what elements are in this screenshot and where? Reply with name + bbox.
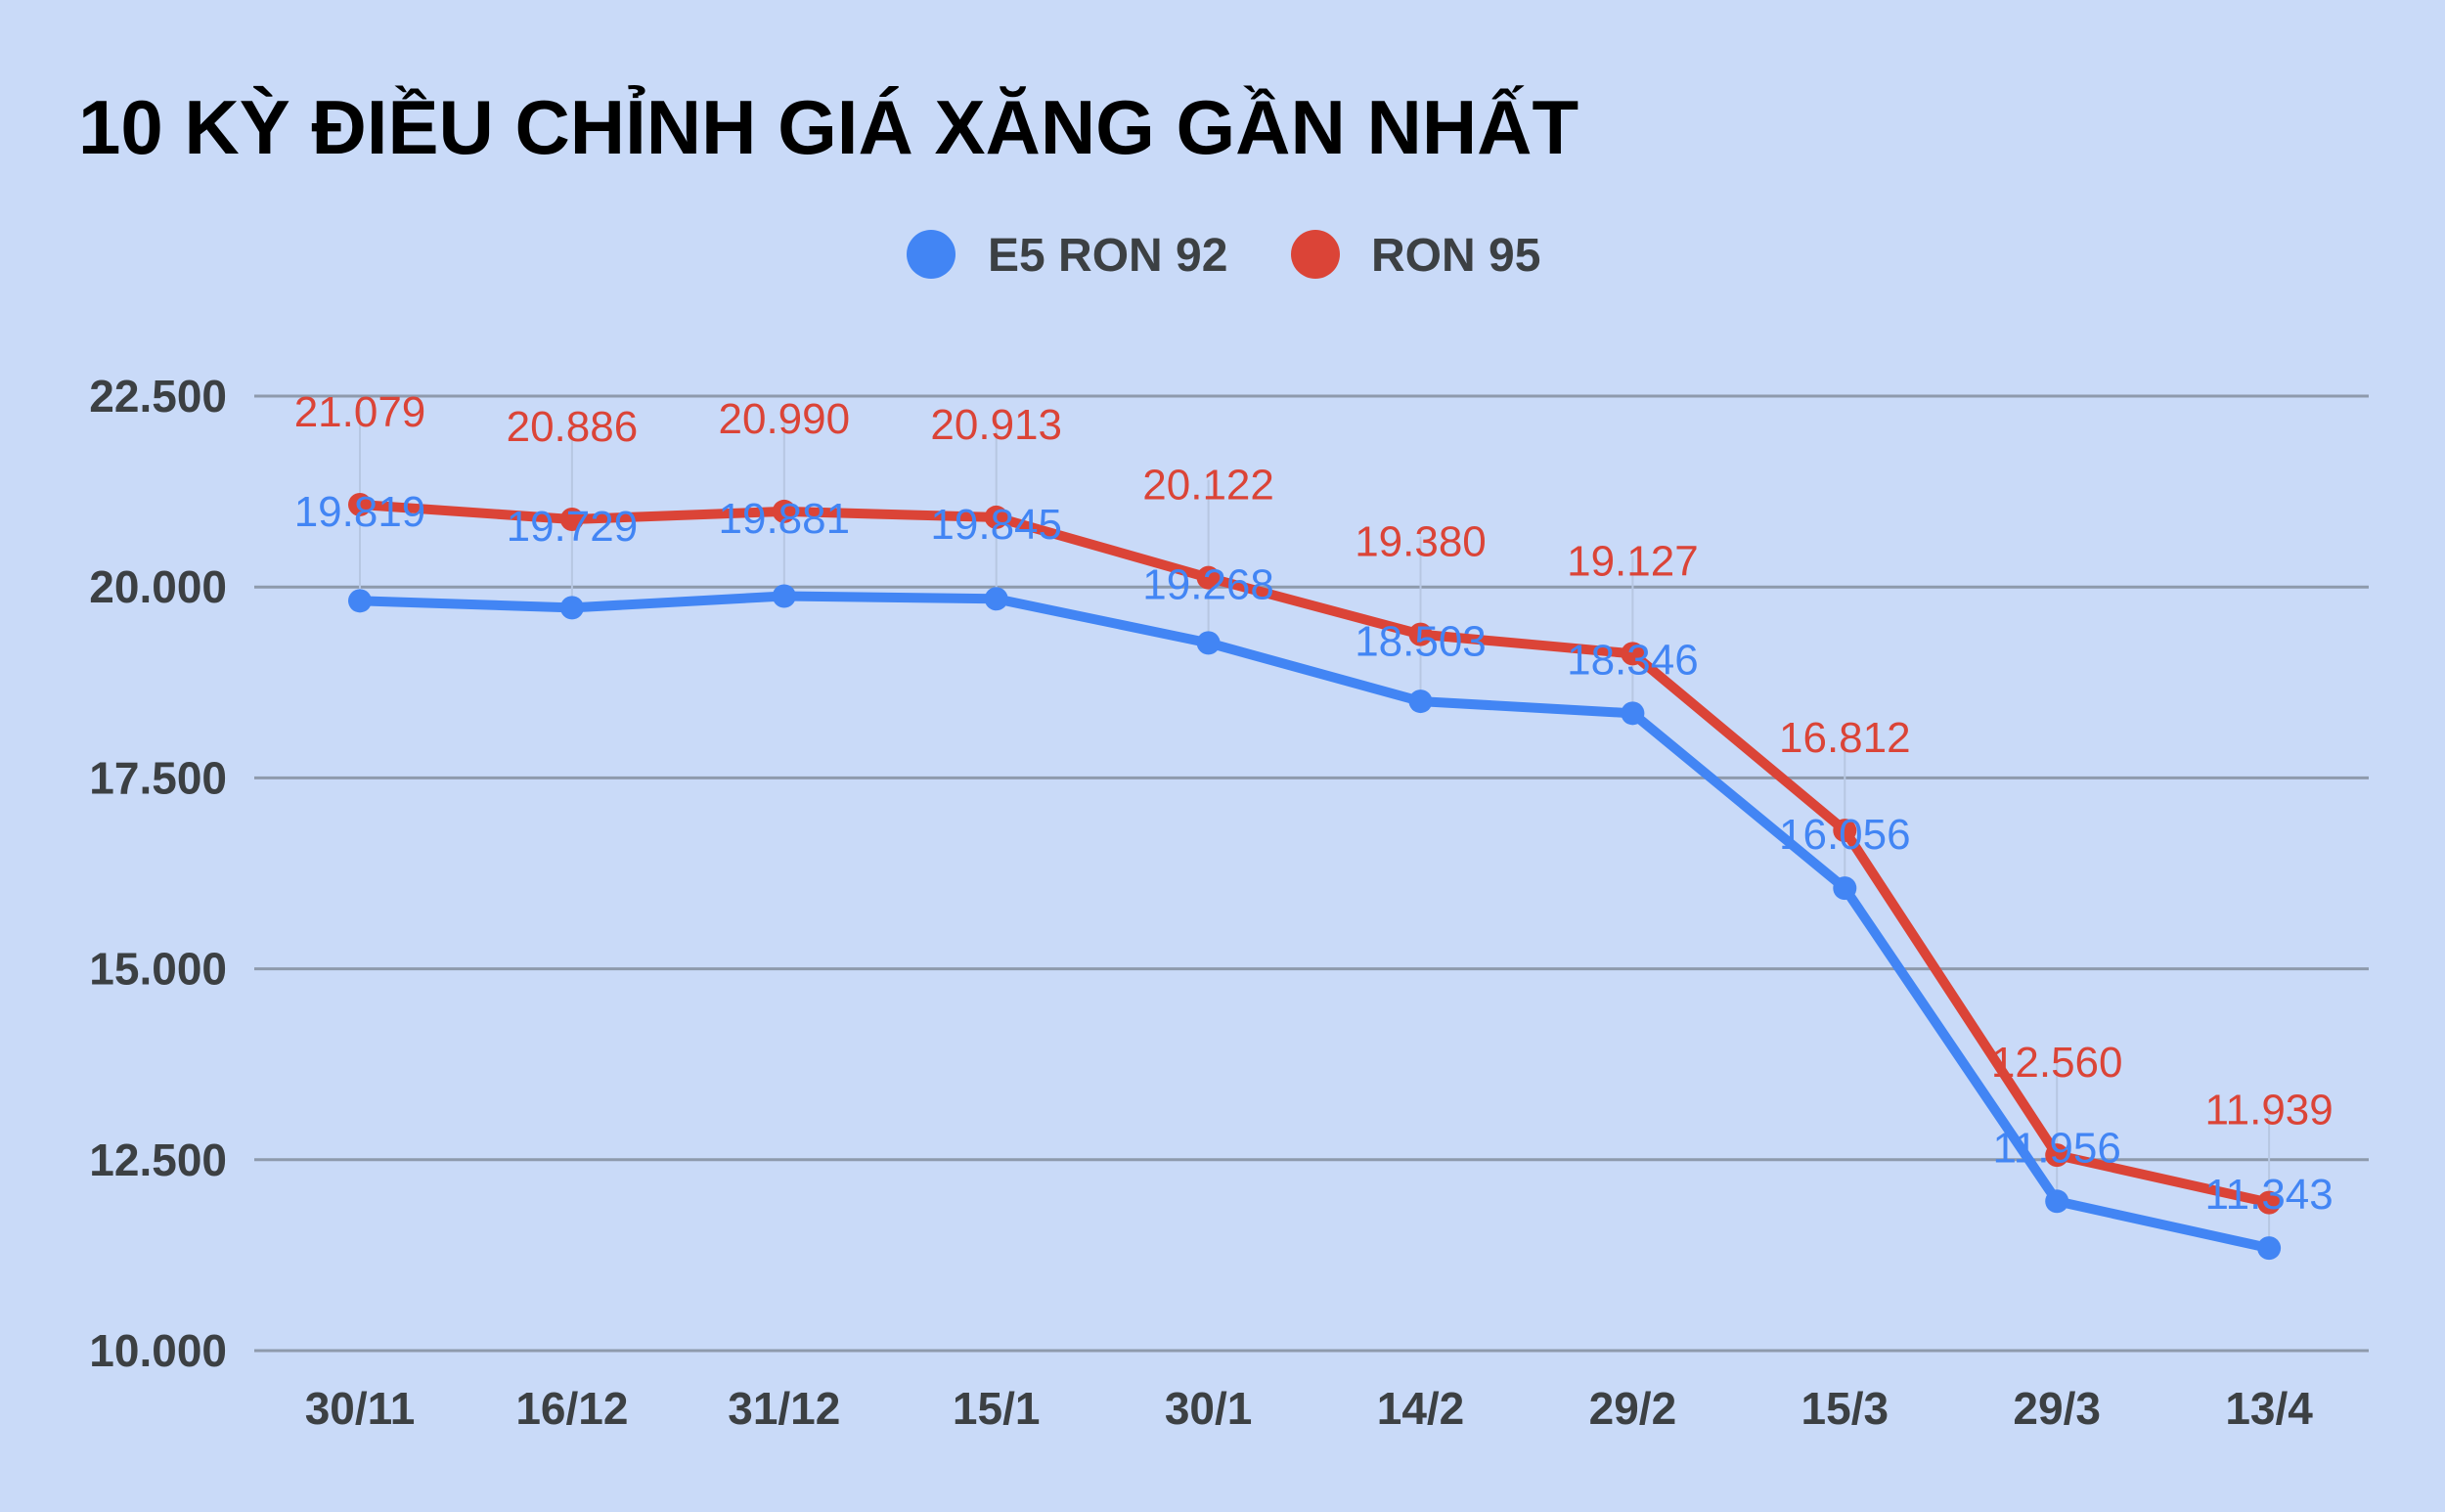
data-label-e5-ron-92: 16.056 [1779,811,1911,859]
data-point-e5-ron-92 [1196,631,1221,655]
label-leaders [359,406,2271,1249]
data-label-ron-95: 16.812 [1779,714,1911,762]
x-tick-label: 16/12 [515,1383,628,1434]
y-tick-label: 12.500 [89,1134,227,1185]
data-label-e5-ron-92: 19.845 [930,501,1062,549]
data-point-ron-95 [984,505,1008,529]
data-point-e5-ron-92 [1833,876,1857,901]
chart-title: 10 KỲ ĐIỀU CHỈNH GIÁ XĂNG GẦN NHẤT [78,84,1578,170]
x-tick-label: 13/4 [2225,1383,2313,1434]
y-tick-label: 22.500 [89,371,227,422]
x-tick-label: 15/1 [953,1383,1041,1434]
y-tick-label: 10.000 [89,1325,227,1376]
data-label-e5-ron-92: 18.503 [1355,618,1487,666]
data-point-ron-95 [2045,1143,2069,1168]
grid [254,394,2369,1353]
data-point-e5-ron-92 [559,596,584,620]
x-axis-ticks: 30/11 16/12 31/12 15/1 30/1 14/2 29/2 15/3 29/3 1… [305,1383,2314,1434]
data-label-e5-ron-92: 11.343 [2204,1171,2333,1219]
data-label-ron-95: 19.380 [1355,518,1487,566]
y-axis-ticks: 10.000 12.500 15.000 17.500 20.000 22.500 [89,371,227,1376]
x-tick-label: 31/12 [728,1383,840,1434]
x-tick-label: 14/2 [1377,1383,1465,1434]
y-tick-label: 20.000 [89,561,227,612]
series-line-e5-ron-92 [355,591,2275,1254]
x-tick-label: 15/3 [1801,1383,1889,1434]
data-point-ron-95 [1621,642,1645,666]
data-label-ron-95: 20.913 [930,401,1062,449]
data-point-e5-ron-92 [984,587,1008,611]
legend-label-ron-95: RON 95 [1371,230,1540,282]
data-label-ron-95: 11.939 [2204,1087,2333,1134]
data-point-ron-95 [1408,622,1433,646]
x-tick-label: 29/3 [2013,1383,2101,1434]
data-label-ron-95: 19.127 [1567,537,1699,585]
data-point-ron-95 [559,508,584,532]
y-tick-label: 15.000 [89,944,227,995]
data-point-e5-ron-92 [1408,689,1433,714]
data-label-ron-95: 20.886 [507,403,639,451]
data-labels: 19.819 19.729 19.881 19.845 19.268 18.503 18.3… [294,388,2334,1219]
x-tick-label: 29/2 [1589,1383,1677,1434]
data-label-e5-ron-92: 19.729 [507,503,639,551]
data-point-e5-ron-92 [348,589,372,613]
data-point-e5-ron-92 [2257,1236,2282,1261]
data-point-e5-ron-92 [1621,701,1645,726]
data-label-e5-ron-92: 19.268 [1142,561,1274,609]
legend-label-e5-ron-92: E5 RON 92 [988,230,1227,282]
legend-item-ron-95[interactable]: RON 95 [1291,230,1540,282]
data-point-ron-95 [2257,1190,2282,1215]
legend: E5 RON 92 RON 95 [907,230,1540,282]
data-point-e5-ron-92 [772,584,796,608]
x-tick-label: 30/1 [1165,1383,1253,1434]
legend-item-e5-ron-92[interactable]: E5 RON 92 [907,230,1227,282]
data-label-e5-ron-92: 11.956 [1993,1124,2121,1172]
data-point-e5-ron-92 [2045,1189,2069,1214]
data-point-ron-95 [1833,819,1857,843]
data-label-e5-ron-92: 19.881 [719,495,851,543]
data-point-ron-95 [772,499,796,523]
legend-marker-e5-ron-92 [907,230,956,279]
data-label-e5-ron-92: 19.819 [294,488,426,536]
data-label-ron-95: 21.079 [294,388,426,436]
y-tick-label: 17.500 [89,752,227,803]
legend-marker-ron-95 [1291,230,1340,279]
x-tick-label: 30/11 [305,1383,416,1434]
series-group [348,492,2282,1261]
series-line-ron-95 [355,499,2275,1208]
data-label-ron-95: 20.990 [719,395,851,443]
data-point-ron-95 [1196,565,1221,590]
data-point-ron-95 [348,492,372,516]
data-label-ron-95: 12.560 [1991,1039,2123,1087]
data-label-ron-95: 20.122 [1142,462,1274,510]
data-label-e5-ron-92: 18.346 [1567,636,1699,684]
